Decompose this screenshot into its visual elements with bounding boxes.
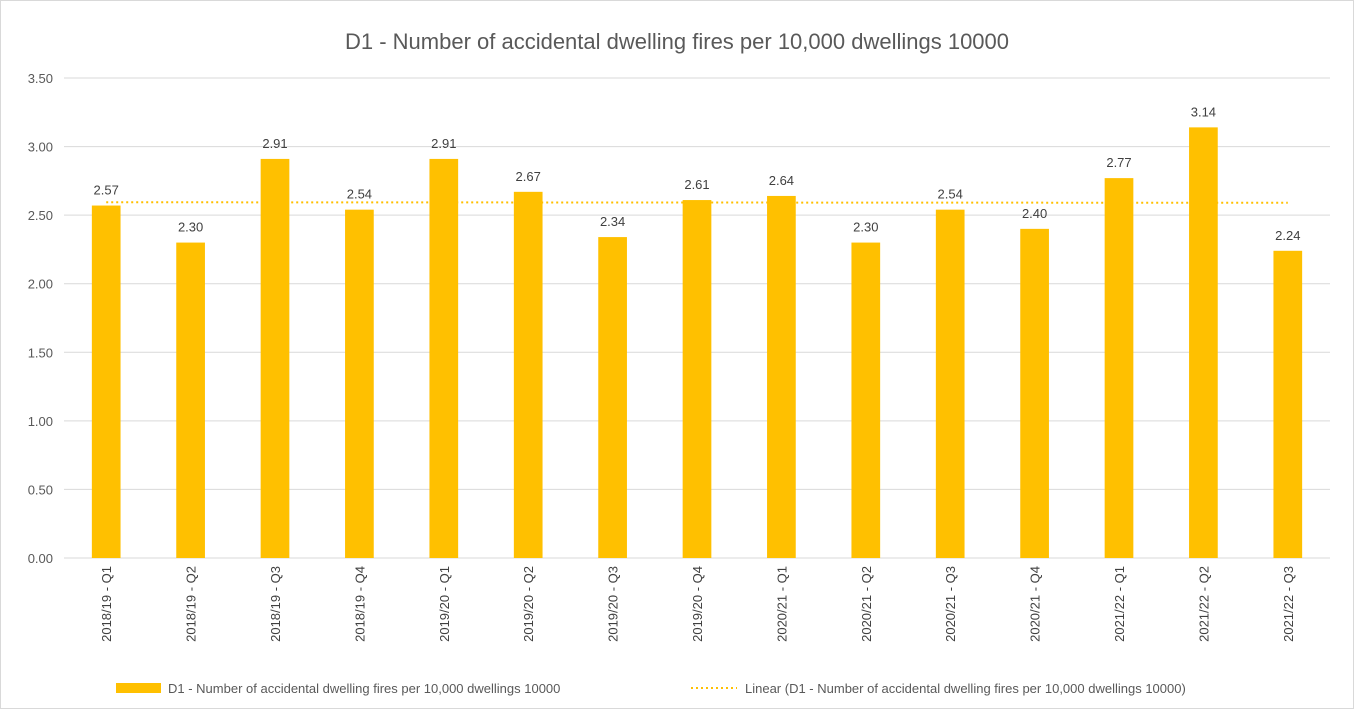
x-tick-label: 2018/19 - Q2: [184, 566, 199, 642]
trendline-layer: [106, 201, 1288, 204]
x-tick-label: 2019/20 - Q4: [690, 566, 705, 642]
data-label: 2.64: [769, 173, 794, 188]
bar: [1020, 228, 1049, 558]
bar: [1104, 178, 1134, 558]
data-label: 2.67: [516, 169, 541, 184]
data-label: 2.57: [94, 183, 119, 198]
data-label: 2.30: [853, 220, 878, 235]
y-tick-label: 0.00: [28, 551, 53, 566]
y-axis-tick-labels: 0.00 0.50 1.00 1.50 2.00 2.50 3.00 3.50: [28, 71, 53, 566]
bar: [513, 191, 543, 559]
y-tick-label: 3.00: [28, 140, 53, 155]
data-label: 2.30: [178, 220, 203, 235]
y-tick-label: 2.00: [28, 277, 53, 292]
bar: [429, 158, 459, 558]
x-tick-label: 2018/19 - Q1: [99, 566, 114, 642]
bar: [598, 237, 627, 559]
x-tick-label: 2021/22 - Q1: [1112, 566, 1127, 642]
bar: [767, 195, 796, 558]
bar: [1189, 127, 1218, 558]
data-label: 2.77: [1106, 155, 1131, 170]
x-tick-label: 2020/21 - Q2: [859, 566, 874, 642]
x-tick-label: 2019/20 - Q2: [521, 566, 536, 642]
bar: [260, 158, 290, 558]
bar: [176, 242, 205, 559]
data-label: 2.54: [938, 187, 963, 202]
bar: [935, 209, 965, 558]
data-label: 2.61: [684, 177, 709, 192]
x-tick-label: 2020/21 - Q4: [1028, 566, 1043, 642]
x-tick-label: 2021/22 - Q3: [1281, 566, 1296, 642]
y-tick-label: 2.50: [28, 208, 53, 223]
bar: [91, 205, 121, 559]
data-label: 2.54: [347, 187, 372, 202]
x-tick-label: 2020/21 - Q3: [943, 566, 958, 642]
y-tick-label: 3.50: [28, 71, 53, 86]
x-tick-label: 2019/20 - Q3: [606, 566, 621, 642]
bar: [1273, 250, 1303, 559]
data-label: 2.34: [600, 214, 625, 229]
y-tick-label: 0.50: [28, 482, 53, 497]
bars: [91, 127, 1303, 559]
chart-title: D1 - Number of accidental dwelling fires…: [345, 29, 1009, 54]
legend: D1 - Number of accidental dwelling fires…: [116, 681, 1186, 696]
x-tick-label: 2018/19 - Q3: [268, 566, 283, 642]
data-label: 3.14: [1191, 104, 1216, 119]
x-axis-tick-labels: 2018/19 - Q1 2018/19 - Q2 2018/19 - Q3 2018…: [99, 566, 1296, 642]
data-label: 2.91: [262, 136, 287, 151]
trendline: [106, 201, 1288, 204]
legend-label-trendline: Linear (D1 - Number of accidental dwelli…: [745, 681, 1186, 696]
x-tick-label: 2020/21 - Q1: [774, 566, 789, 642]
x-tick-label: 2018/19 - Q4: [352, 566, 367, 642]
data-label: 2.91: [431, 136, 456, 151]
data-label: 2.40: [1022, 206, 1047, 221]
legend-swatch-bar: [116, 683, 161, 693]
x-tick-label: 2021/22 - Q2: [1196, 566, 1211, 642]
data-labels: 2.57 2.30 2.91 2.54 2.91 2.67 2.34 2.61 2.64 2.30…: [94, 104, 1301, 242]
legend-label-series: D1 - Number of accidental dwelling fires…: [168, 681, 560, 696]
bar: [345, 209, 374, 558]
y-tick-label: 1.50: [28, 345, 53, 360]
data-label: 2.24: [1275, 228, 1300, 243]
bar: [851, 242, 881, 559]
bar: [682, 200, 712, 559]
x-tick-label: 2019/20 - Q1: [437, 566, 452, 642]
y-tick-label: 1.00: [28, 414, 53, 429]
